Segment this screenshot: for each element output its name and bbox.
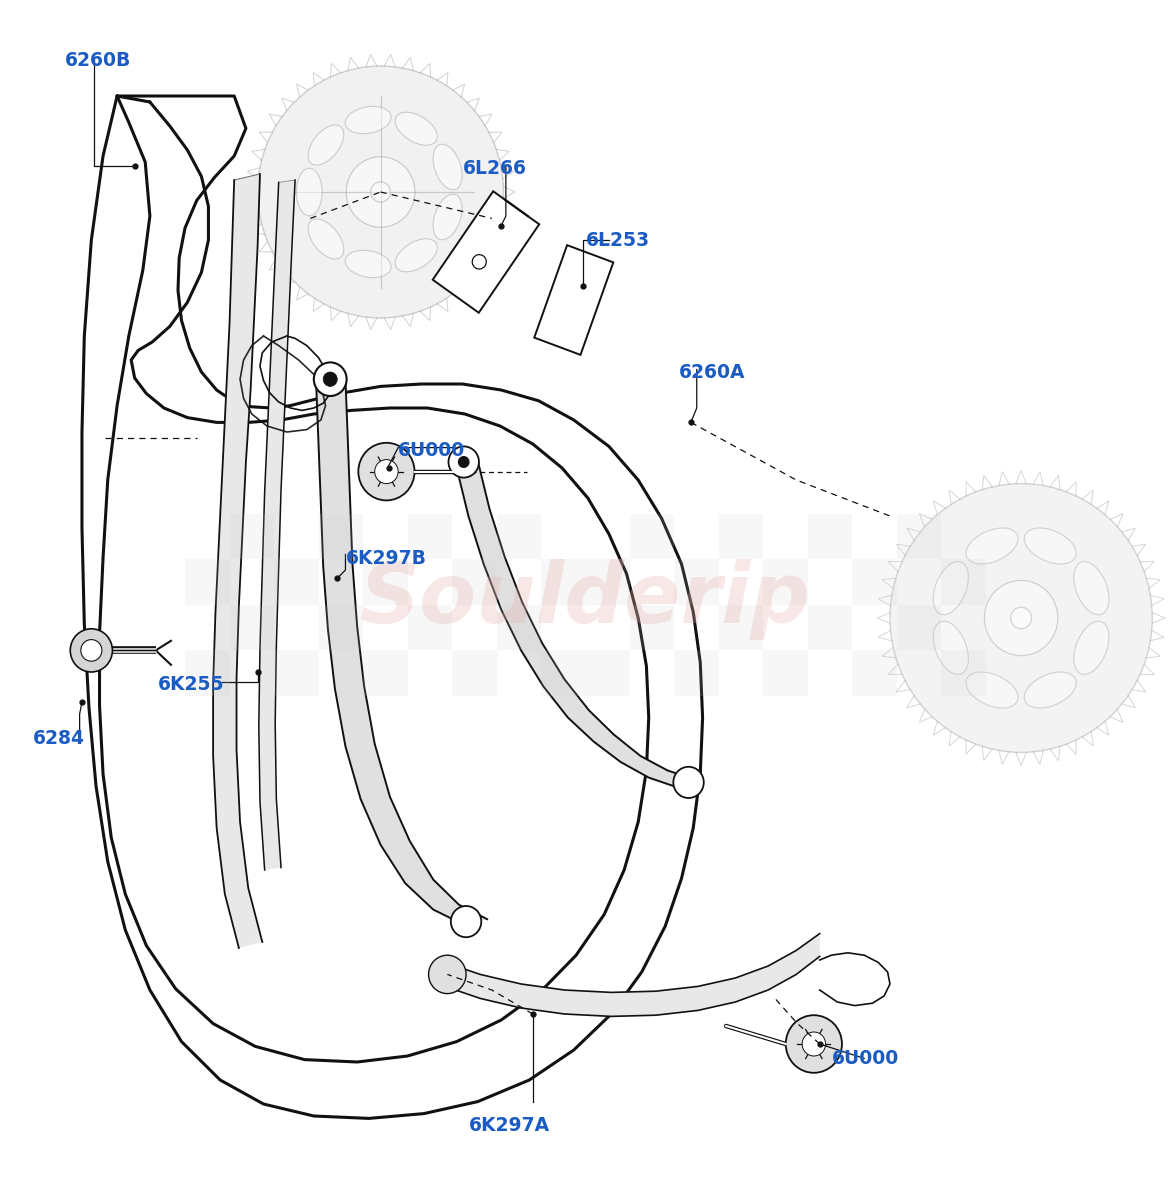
Circle shape (786, 1015, 842, 1073)
Bar (630, 605, 674, 650)
Bar (433, 191, 539, 313)
Circle shape (429, 955, 466, 994)
Bar (941, 650, 986, 696)
Polygon shape (445, 934, 820, 1016)
Ellipse shape (1025, 672, 1076, 708)
Polygon shape (213, 174, 262, 948)
Bar (630, 514, 674, 559)
Bar (363, 650, 408, 696)
Ellipse shape (433, 144, 463, 190)
Ellipse shape (395, 239, 437, 271)
Bar (541, 650, 586, 696)
Bar (941, 559, 986, 605)
Polygon shape (259, 180, 295, 870)
Text: 6260A: 6260A (679, 362, 746, 382)
Bar (534, 245, 614, 355)
Circle shape (375, 460, 398, 484)
Ellipse shape (345, 107, 391, 133)
Bar (274, 650, 319, 696)
Ellipse shape (433, 194, 463, 240)
Polygon shape (316, 379, 487, 924)
Text: Soulderip: Soulderip (361, 559, 810, 641)
Ellipse shape (345, 251, 391, 277)
Text: 6K297A: 6K297A (468, 1116, 549, 1135)
Bar (897, 605, 941, 650)
Circle shape (890, 484, 1152, 752)
Bar (230, 514, 274, 559)
Circle shape (70, 629, 112, 672)
Bar (408, 605, 452, 650)
Bar (408, 514, 452, 559)
Text: 6U000: 6U000 (831, 1049, 898, 1068)
Bar (586, 559, 630, 605)
Circle shape (314, 362, 347, 396)
Bar (719, 514, 763, 559)
Polygon shape (457, 461, 696, 787)
Circle shape (1011, 607, 1032, 629)
Ellipse shape (1074, 562, 1109, 614)
Circle shape (448, 446, 479, 478)
Circle shape (81, 640, 102, 661)
Circle shape (323, 372, 337, 386)
Circle shape (472, 254, 486, 269)
Circle shape (451, 906, 481, 937)
Ellipse shape (395, 113, 437, 145)
Ellipse shape (308, 218, 344, 259)
Polygon shape (82, 96, 703, 1118)
Ellipse shape (966, 528, 1018, 564)
Bar (497, 605, 541, 650)
Text: 6284: 6284 (33, 728, 84, 748)
Circle shape (347, 157, 415, 227)
Bar (586, 650, 630, 696)
Bar (363, 559, 408, 605)
Circle shape (358, 443, 415, 500)
Bar (719, 605, 763, 650)
Bar (674, 650, 719, 696)
Ellipse shape (308, 125, 344, 166)
Text: 6L266: 6L266 (463, 158, 527, 178)
Circle shape (673, 767, 704, 798)
Bar (452, 559, 497, 605)
Text: 6L253: 6L253 (586, 230, 650, 250)
Bar (763, 559, 808, 605)
Text: 6K255: 6K255 (158, 674, 225, 694)
Ellipse shape (966, 672, 1018, 708)
Ellipse shape (933, 562, 968, 614)
Bar (185, 650, 230, 696)
Bar (852, 650, 897, 696)
Text: 6U000: 6U000 (398, 440, 465, 460)
Ellipse shape (933, 622, 968, 674)
Bar (808, 514, 852, 559)
Bar (808, 605, 852, 650)
Ellipse shape (1074, 622, 1109, 674)
Circle shape (458, 456, 470, 468)
Circle shape (985, 581, 1057, 655)
Text: 6260B: 6260B (64, 50, 131, 70)
Bar (541, 559, 586, 605)
Bar (230, 605, 274, 650)
Bar (274, 559, 319, 605)
Bar (763, 650, 808, 696)
Ellipse shape (296, 168, 322, 216)
Text: 6K297B: 6K297B (345, 548, 426, 568)
Bar (319, 605, 363, 650)
Bar (674, 559, 719, 605)
Bar (185, 559, 230, 605)
Bar (497, 514, 541, 559)
Bar (852, 559, 897, 605)
Circle shape (802, 1032, 826, 1056)
Bar (897, 514, 941, 559)
Circle shape (371, 182, 390, 202)
Ellipse shape (1025, 528, 1076, 564)
Bar (452, 650, 497, 696)
Circle shape (258, 66, 504, 318)
Bar (319, 514, 363, 559)
